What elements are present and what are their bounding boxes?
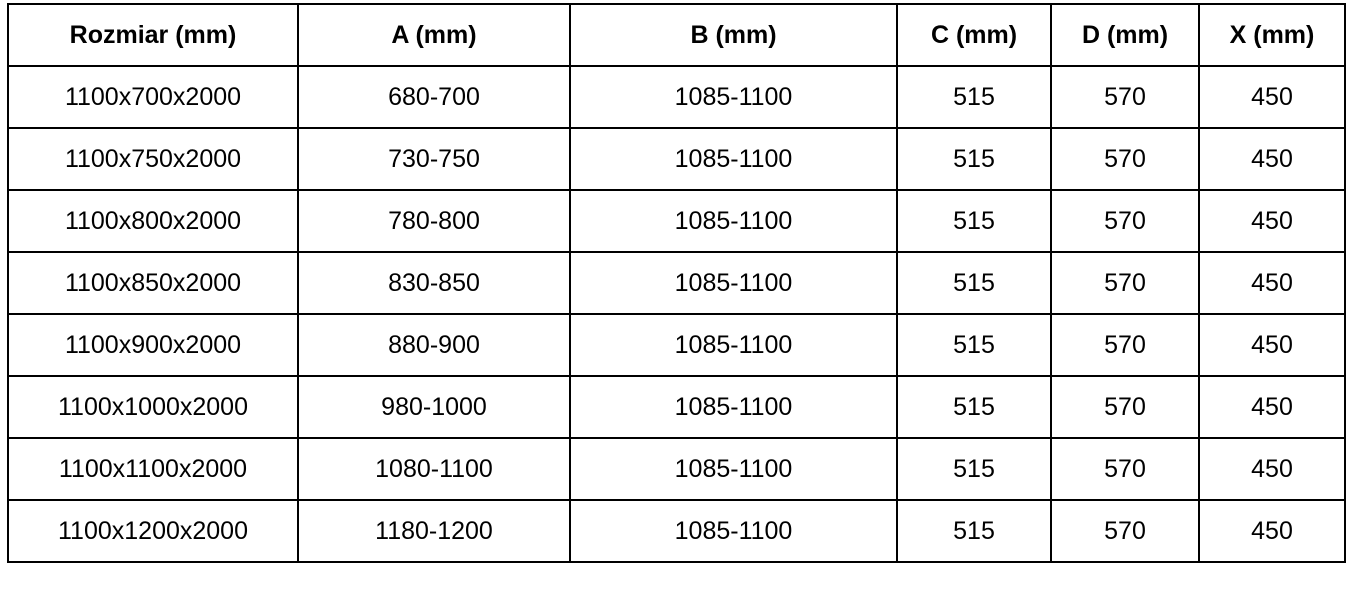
cell-c: 515	[896, 313, 1052, 377]
header-cell-b: B (mm)	[569, 3, 898, 67]
cell-c: 515	[896, 65, 1052, 129]
cell-rozmiar: 1100x1000x2000	[7, 375, 299, 439]
cell-a: 730-750	[297, 127, 571, 191]
cell-a: 880-900	[297, 313, 571, 377]
cell-c: 515	[896, 189, 1052, 253]
cell-rozmiar: 1100x1200x2000	[7, 499, 299, 563]
cell-a: 1080-1100	[297, 437, 571, 501]
table-row: 1100x700x2000 680-700 1085-1100 515 570 …	[7, 65, 1346, 129]
cell-b: 1085-1100	[569, 313, 898, 377]
table-row: 1100x800x2000 780-800 1085-1100 515 570 …	[7, 189, 1346, 253]
header-cell-a: A (mm)	[297, 3, 571, 67]
cell-b: 1085-1100	[569, 437, 898, 501]
cell-x: 450	[1198, 189, 1346, 253]
cell-a: 830-850	[297, 251, 571, 315]
header-cell-rozmiar: Rozmiar (mm)	[7, 3, 299, 67]
cell-b: 1085-1100	[569, 499, 898, 563]
cell-a: 680-700	[297, 65, 571, 129]
cell-b: 1085-1100	[569, 127, 898, 191]
cell-b: 1085-1100	[569, 251, 898, 315]
cell-b: 1085-1100	[569, 189, 898, 253]
cell-x: 450	[1198, 127, 1346, 191]
cell-d: 570	[1050, 189, 1200, 253]
cell-rozmiar: 1100x700x2000	[7, 65, 299, 129]
cell-b: 1085-1100	[569, 65, 898, 129]
cell-c: 515	[896, 499, 1052, 563]
cell-d: 570	[1050, 127, 1200, 191]
cell-d: 570	[1050, 65, 1200, 129]
table-row: 1100x850x2000 830-850 1085-1100 515 570 …	[7, 251, 1346, 315]
cell-c: 515	[896, 127, 1052, 191]
cell-c: 515	[896, 437, 1052, 501]
cell-d: 570	[1050, 499, 1200, 563]
cell-c: 515	[896, 375, 1052, 439]
cell-b: 1085-1100	[569, 375, 898, 439]
cell-rozmiar: 1100x850x2000	[7, 251, 299, 315]
header-cell-x: X (mm)	[1198, 3, 1346, 67]
cell-c: 515	[896, 251, 1052, 315]
cell-x: 450	[1198, 65, 1346, 129]
cell-x: 450	[1198, 437, 1346, 501]
header-cell-c: C (mm)	[896, 3, 1052, 67]
table-row: 1100x750x2000 730-750 1085-1100 515 570 …	[7, 127, 1346, 191]
table-row: 1100x1000x2000 980-1000 1085-1100 515 57…	[7, 375, 1346, 439]
cell-rozmiar: 1100x1100x2000	[7, 437, 299, 501]
cell-rozmiar: 1100x750x2000	[7, 127, 299, 191]
cell-rozmiar: 1100x900x2000	[7, 313, 299, 377]
table-row: 1100x1100x2000 1080-1100 1085-1100 515 5…	[7, 437, 1346, 501]
cell-rozmiar: 1100x800x2000	[7, 189, 299, 253]
cell-d: 570	[1050, 437, 1200, 501]
cell-d: 570	[1050, 251, 1200, 315]
table-row: 1100x1200x2000 1180-1200 1085-1100 515 5…	[7, 499, 1346, 563]
cell-x: 450	[1198, 375, 1346, 439]
cell-a: 780-800	[297, 189, 571, 253]
header-row: Rozmiar (mm) A (mm) B (mm) C (mm) D (mm)…	[7, 3, 1346, 67]
header-cell-d: D (mm)	[1050, 3, 1200, 67]
cell-x: 450	[1198, 313, 1346, 377]
cell-a: 1180-1200	[297, 499, 571, 563]
cell-d: 570	[1050, 313, 1200, 377]
cell-x: 450	[1198, 499, 1346, 563]
size-spec-table: Rozmiar (mm) A (mm) B (mm) C (mm) D (mm)…	[7, 3, 1346, 563]
table-row: 1100x900x2000 880-900 1085-1100 515 570 …	[7, 313, 1346, 377]
cell-d: 570	[1050, 375, 1200, 439]
cell-a: 980-1000	[297, 375, 571, 439]
cell-x: 450	[1198, 251, 1346, 315]
